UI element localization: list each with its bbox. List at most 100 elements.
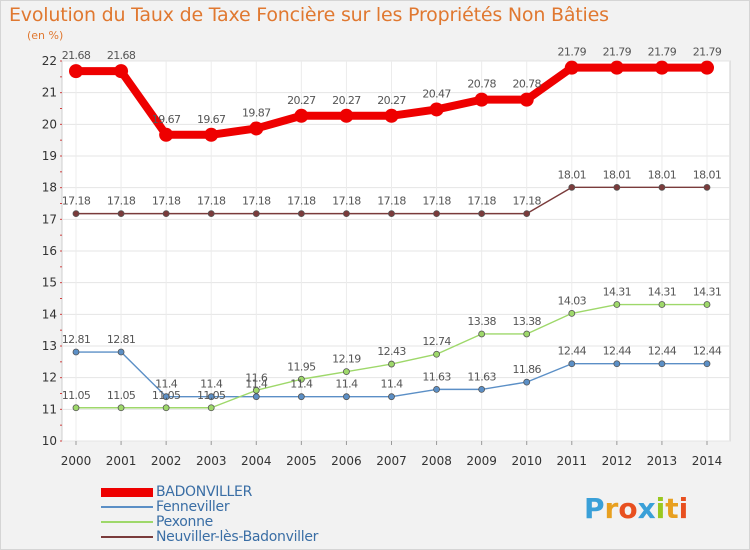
- legend-swatch: [101, 521, 153, 523]
- data-point-neuviller-l-s-badonviller: [252, 210, 260, 218]
- y-tick-label: 21: [42, 86, 57, 100]
- data-label-badonviller: 20.78: [467, 78, 496, 91]
- data-point-fenneviller: [117, 348, 125, 356]
- y-tick-label: 20: [42, 117, 57, 131]
- x-tick-label: 2007: [376, 454, 407, 468]
- x-tick-label: 2001: [106, 454, 137, 468]
- logo-letter: i: [678, 492, 689, 525]
- data-point-neuviller-l-s-badonviller: [343, 210, 350, 218]
- data-label-pexonne: 12.19: [332, 353, 361, 366]
- data-label-neuviller-l-s-badonviller: 17.18: [422, 195, 451, 208]
- data-point-pexonne: [568, 309, 576, 317]
- logo-letter: P: [584, 492, 605, 525]
- data-label-neuviller-l-s-badonviller: 17.18: [197, 195, 226, 208]
- data-point-pexonne: [162, 404, 170, 412]
- y-tick-label: 18: [42, 181, 57, 195]
- data-point-neuviller-l-s-badonviller: [658, 183, 666, 191]
- data-label-fenneviller: 12.44: [648, 345, 677, 358]
- data-point-fenneviller: [72, 348, 80, 356]
- y-tick-label: 17: [42, 212, 57, 226]
- data-point-badonviller: [654, 60, 669, 75]
- x-tick-label: 2008: [421, 454, 452, 468]
- data-point-badonviller: [159, 127, 174, 142]
- data-point-neuviller-l-s-badonviller: [703, 183, 711, 191]
- data-point-pexonne: [478, 330, 486, 338]
- y-tick-label: 13: [42, 339, 57, 353]
- data-label-pexonne: 12.74: [422, 335, 451, 348]
- data-point-neuviller-l-s-badonviller: [162, 210, 170, 218]
- data-label-fenneviller: 11.86: [512, 363, 541, 376]
- data-label-fenneviller: 12.81: [107, 333, 136, 346]
- x-tick-label: 2003: [196, 454, 227, 468]
- data-point-pexonne: [252, 386, 260, 394]
- data-point-badonviller: [114, 64, 129, 79]
- logo-letter: x: [637, 492, 656, 525]
- data-label-neuviller-l-s-badonviller: 17.18: [242, 195, 271, 208]
- y-tick-label: 10: [42, 434, 57, 448]
- proxiti-logo: Proxiti: [584, 492, 688, 525]
- data-label-neuviller-l-s-badonviller: 17.18: [107, 195, 136, 208]
- data-label-neuviller-l-s-badonviller: 17.18: [332, 195, 361, 208]
- data-label-neuviller-l-s-badonviller: 17.18: [377, 195, 406, 208]
- data-point-fenneviller: [523, 378, 531, 386]
- x-tick-label: 2010: [511, 454, 542, 468]
- data-label-neuviller-l-s-badonviller: 17.18: [512, 195, 541, 208]
- data-label-pexonne: 13.38: [467, 315, 496, 328]
- x-tick-label: 2004: [241, 454, 272, 468]
- data-label-pexonne: 14.31: [603, 286, 632, 299]
- y-tick-label: 14: [42, 307, 57, 321]
- data-label-badonviller: 20.27: [332, 94, 361, 107]
- data-point-neuviller-l-s-badonviller: [207, 210, 215, 218]
- data-point-pexonne: [117, 404, 125, 412]
- data-point-pexonne: [207, 404, 215, 412]
- logo-letter: t: [665, 492, 679, 525]
- x-tick-label: 2002: [151, 454, 182, 468]
- data-label-fenneviller: 11.63: [422, 370, 451, 383]
- x-tick-label: 2014: [692, 454, 723, 468]
- data-label-neuviller-l-s-badonviller: 17.18: [467, 195, 496, 208]
- y-tick-label: 16: [42, 244, 57, 258]
- data-point-badonviller: [474, 92, 489, 107]
- data-point-pexonne: [297, 375, 305, 383]
- data-label-pexonne: 11.05: [152, 389, 181, 402]
- data-point-pexonne: [523, 330, 531, 338]
- y-tick-label: 22: [42, 54, 57, 68]
- data-point-badonviller: [204, 127, 219, 142]
- data-label-neuviller-l-s-badonviller: 18.01: [603, 168, 632, 181]
- data-label-neuviller-l-s-badonviller: 17.18: [152, 195, 181, 208]
- logo-letter: r: [604, 492, 619, 525]
- y-tick-label: 15: [42, 276, 57, 290]
- data-label-pexonne: 11.95: [287, 360, 316, 373]
- x-tick-label: 2009: [466, 454, 497, 468]
- data-point-badonviller: [519, 92, 534, 107]
- legend-label: Neuviller-lès-Badonviller: [156, 529, 319, 545]
- data-label-fenneviller: 11.4: [290, 378, 313, 391]
- data-label-badonviller: 21.79: [603, 46, 632, 59]
- data-label-badonviller: 20.78: [512, 78, 541, 91]
- x-tick-label: 2000: [61, 454, 92, 468]
- data-point-neuviller-l-s-badonviller: [523, 210, 531, 218]
- data-point-neuviller-l-s-badonviller: [433, 210, 440, 218]
- data-label-badonviller: 21.79: [648, 46, 677, 59]
- data-label-fenneviller: 12.44: [558, 345, 587, 358]
- data-point-neuviller-l-s-badonviller: [388, 210, 395, 218]
- legend-label: BADONVILLER: [156, 484, 253, 500]
- data-label-badonviller: 21.68: [107, 49, 136, 62]
- data-point-badonviller: [339, 108, 354, 123]
- data-point-neuviller-l-s-badonviller: [613, 183, 621, 191]
- data-point-fenneviller: [207, 393, 215, 401]
- data-label-pexonne: 12.43: [377, 345, 406, 358]
- x-tick-label: 2011: [557, 454, 588, 468]
- data-label-neuviller-l-s-badonviller: 18.01: [558, 168, 587, 181]
- data-point-pexonne: [658, 301, 666, 308]
- data-point-neuviller-l-s-badonviller: [568, 183, 576, 191]
- data-point-badonviller: [609, 60, 624, 75]
- y-tick-label: 12: [42, 371, 57, 385]
- data-point-neuviller-l-s-badonviller: [297, 210, 305, 218]
- data-point-fenneviller: [478, 385, 486, 393]
- legend-label: Pexonne: [156, 514, 213, 530]
- data-point-neuviller-l-s-badonviller: [478, 210, 486, 218]
- data-label-fenneviller: 11.4: [245, 378, 268, 391]
- data-label-neuviller-l-s-badonviller: 17.18: [62, 195, 91, 208]
